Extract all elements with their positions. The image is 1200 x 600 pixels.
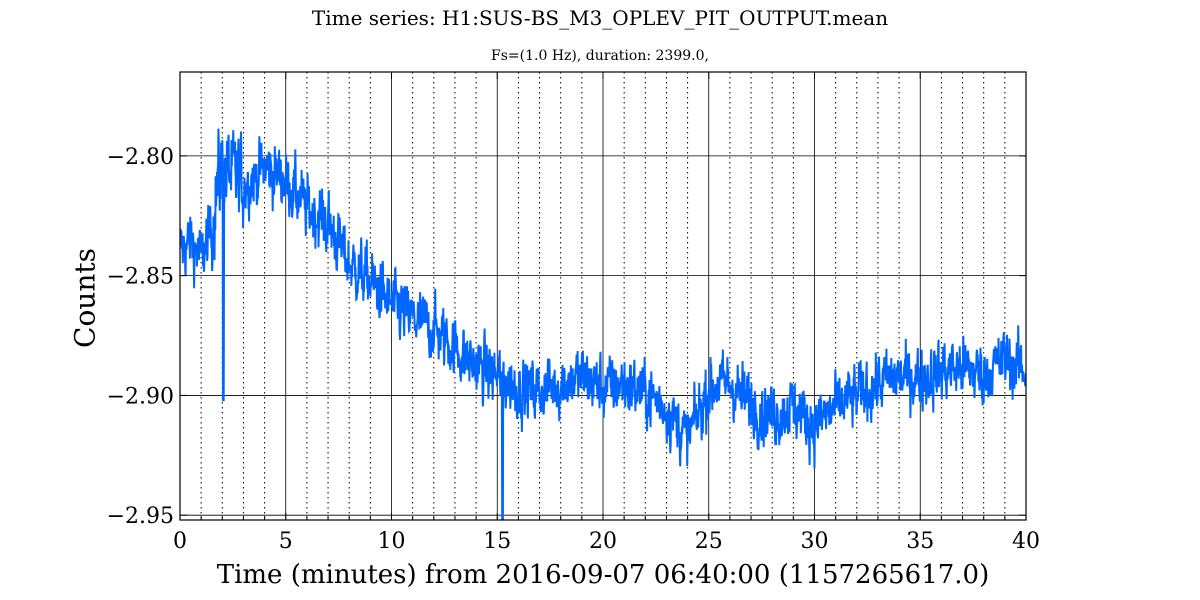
x-tick-label: 15: [483, 529, 511, 554]
chart-title: Time series: H1:SUS-BS_M3_OPLEV_PIT_OUTP…: [311, 6, 889, 30]
x-tick-label: 25: [695, 529, 723, 554]
chart-subtitle: Fs=(1.0 Hz), duration: 2399.0,: [491, 48, 709, 64]
y-tick-label: −2.80: [107, 145, 174, 170]
x-tick-label: 35: [906, 529, 934, 554]
axis-layer: 0 5 10 15 20 25 30 35 40 −2.95 −2.90 −2.85 −2.80: [107, 71, 1040, 554]
x-tick-label: 30: [801, 529, 829, 554]
x-axis-label: Time (minutes) from 2016-09-07 06:40:00 …: [216, 560, 990, 590]
series-layer: [180, 128, 1026, 520]
y-tick-label: −2.90: [107, 384, 174, 409]
x-tick-label: 20: [589, 529, 617, 554]
series-line: [180, 128, 1026, 520]
y-axis-label: Counts: [68, 248, 102, 348]
x-tick-label: 40: [1012, 529, 1040, 554]
y-tick-label: −2.85: [107, 265, 174, 290]
y-tick-label: −2.95: [107, 504, 174, 529]
grid-layer: [179, 72, 1027, 520]
x-tick-label: 10: [378, 529, 406, 554]
x-tick-label: 0: [173, 529, 187, 554]
x-tick-label: 5: [279, 529, 293, 554]
